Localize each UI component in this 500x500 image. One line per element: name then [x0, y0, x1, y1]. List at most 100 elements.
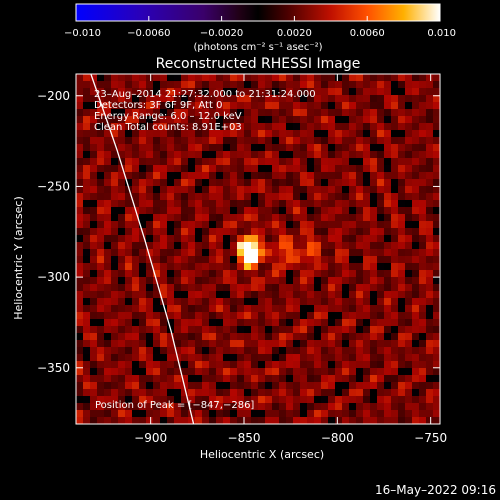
heatmap-cell: [146, 137, 154, 145]
colorbar-tick-label: 0.0020: [277, 28, 312, 39]
heatmap-cell: [279, 256, 287, 264]
heatmap-cell: [279, 270, 287, 278]
heatmap-cell: [356, 333, 364, 341]
heatmap-cell: [391, 116, 399, 124]
heatmap-cell: [258, 95, 266, 103]
heatmap-cell: [195, 137, 203, 145]
heatmap-cell: [104, 151, 112, 159]
heatmap-cell: [181, 137, 189, 145]
heatmap-cell: [300, 347, 308, 355]
heatmap-cell: [356, 312, 364, 320]
heatmap-cell: [202, 88, 210, 96]
heatmap-cell: [433, 221, 440, 229]
heatmap-cell: [328, 74, 336, 82]
heatmap-cell: [188, 158, 196, 166]
heatmap-cell: [174, 88, 182, 96]
heatmap-cell: [237, 256, 245, 264]
heatmap-cell: [111, 179, 119, 187]
heatmap-cell: [356, 417, 364, 424]
heatmap-cell: [244, 130, 252, 138]
heatmap-cell: [251, 165, 259, 173]
heatmap-cell: [363, 200, 371, 208]
heatmap-cell: [433, 151, 440, 159]
heatmap-cell: [342, 319, 350, 327]
heatmap-cell: [153, 375, 161, 383]
heatmap-cell: [132, 74, 140, 82]
heatmap-cell: [160, 333, 168, 341]
heatmap-cell: [160, 403, 168, 411]
heatmap-cell: [342, 291, 350, 299]
heatmap-cell: [237, 242, 245, 250]
heatmap-cell: [405, 193, 413, 201]
heatmap-cell: [230, 326, 238, 334]
heatmap-cell: [195, 228, 203, 236]
heatmap-cell: [398, 284, 406, 292]
heatmap-cell: [125, 228, 133, 236]
heatmap-cell: [391, 361, 399, 369]
heatmap-cell: [244, 214, 252, 222]
heatmap-cell: [118, 130, 126, 138]
heatmap-cell: [153, 186, 161, 194]
heatmap-cell: [118, 228, 126, 236]
heatmap-cell: [76, 403, 84, 411]
heatmap-cell: [258, 361, 266, 369]
heatmap-cell: [237, 403, 245, 411]
heatmap-cell: [265, 284, 273, 292]
heatmap-cell: [83, 235, 91, 243]
heatmap-cell: [237, 158, 245, 166]
heatmap-cell: [209, 284, 217, 292]
heatmap-cell: [363, 214, 371, 222]
heatmap-cell: [125, 403, 133, 411]
info-line: Clean Total counts: 8.91E+03: [94, 122, 242, 133]
heatmap-cell: [223, 417, 231, 424]
heatmap-cell: [132, 263, 140, 271]
heatmap-cell: [349, 109, 357, 117]
heatmap-cell: [139, 410, 147, 418]
heatmap-cell: [118, 151, 126, 159]
heatmap-cell: [265, 333, 273, 341]
heatmap-cell: [265, 249, 273, 257]
heatmap-cell: [405, 116, 413, 124]
heatmap-cell: [258, 340, 266, 348]
heatmap-cell: [265, 417, 273, 424]
heatmap-cell: [188, 319, 196, 327]
heatmap-cell: [349, 263, 357, 271]
heatmap-cell: [286, 102, 294, 110]
heatmap-cell: [111, 417, 119, 424]
colorbar-ticks: [75, 16, 441, 21]
heatmap-cell: [391, 277, 399, 285]
heatmap-cell: [83, 270, 91, 278]
heatmap-cell: [328, 361, 336, 369]
heatmap-cell: [419, 340, 427, 348]
heatmap-cell: [405, 410, 413, 418]
heatmap-cell: [377, 291, 385, 299]
heatmap-cell: [370, 179, 378, 187]
heatmap-cell: [111, 277, 119, 285]
heatmap-cell: [202, 249, 210, 257]
heatmap-cell: [174, 403, 182, 411]
heatmap-cell: [370, 340, 378, 348]
heatmap-cell: [391, 270, 399, 278]
heatmap-cell: [90, 200, 98, 208]
heatmap-cell: [139, 417, 147, 424]
heatmap-cell: [111, 109, 119, 117]
heatmap-cell: [433, 214, 440, 222]
heatmap-cell: [405, 396, 413, 404]
heatmap-cell: [433, 179, 440, 187]
heatmap-cell: [405, 417, 413, 424]
heatmap-image: [76, 74, 440, 424]
heatmap-cell: [237, 88, 245, 96]
heatmap-cell: [118, 95, 126, 103]
heatmap-cell: [419, 347, 427, 355]
heatmap-cell: [104, 368, 112, 376]
heatmap-cell: [377, 347, 385, 355]
heatmap-cell: [118, 291, 126, 299]
heatmap-cell: [349, 116, 357, 124]
heatmap-cell: [216, 361, 224, 369]
heatmap-cell: [384, 74, 392, 82]
heatmap-cell: [265, 102, 273, 110]
heatmap-cell: [90, 389, 98, 397]
heatmap-cell: [160, 102, 168, 110]
heatmap-cell: [202, 214, 210, 222]
heatmap-cell: [293, 109, 301, 117]
